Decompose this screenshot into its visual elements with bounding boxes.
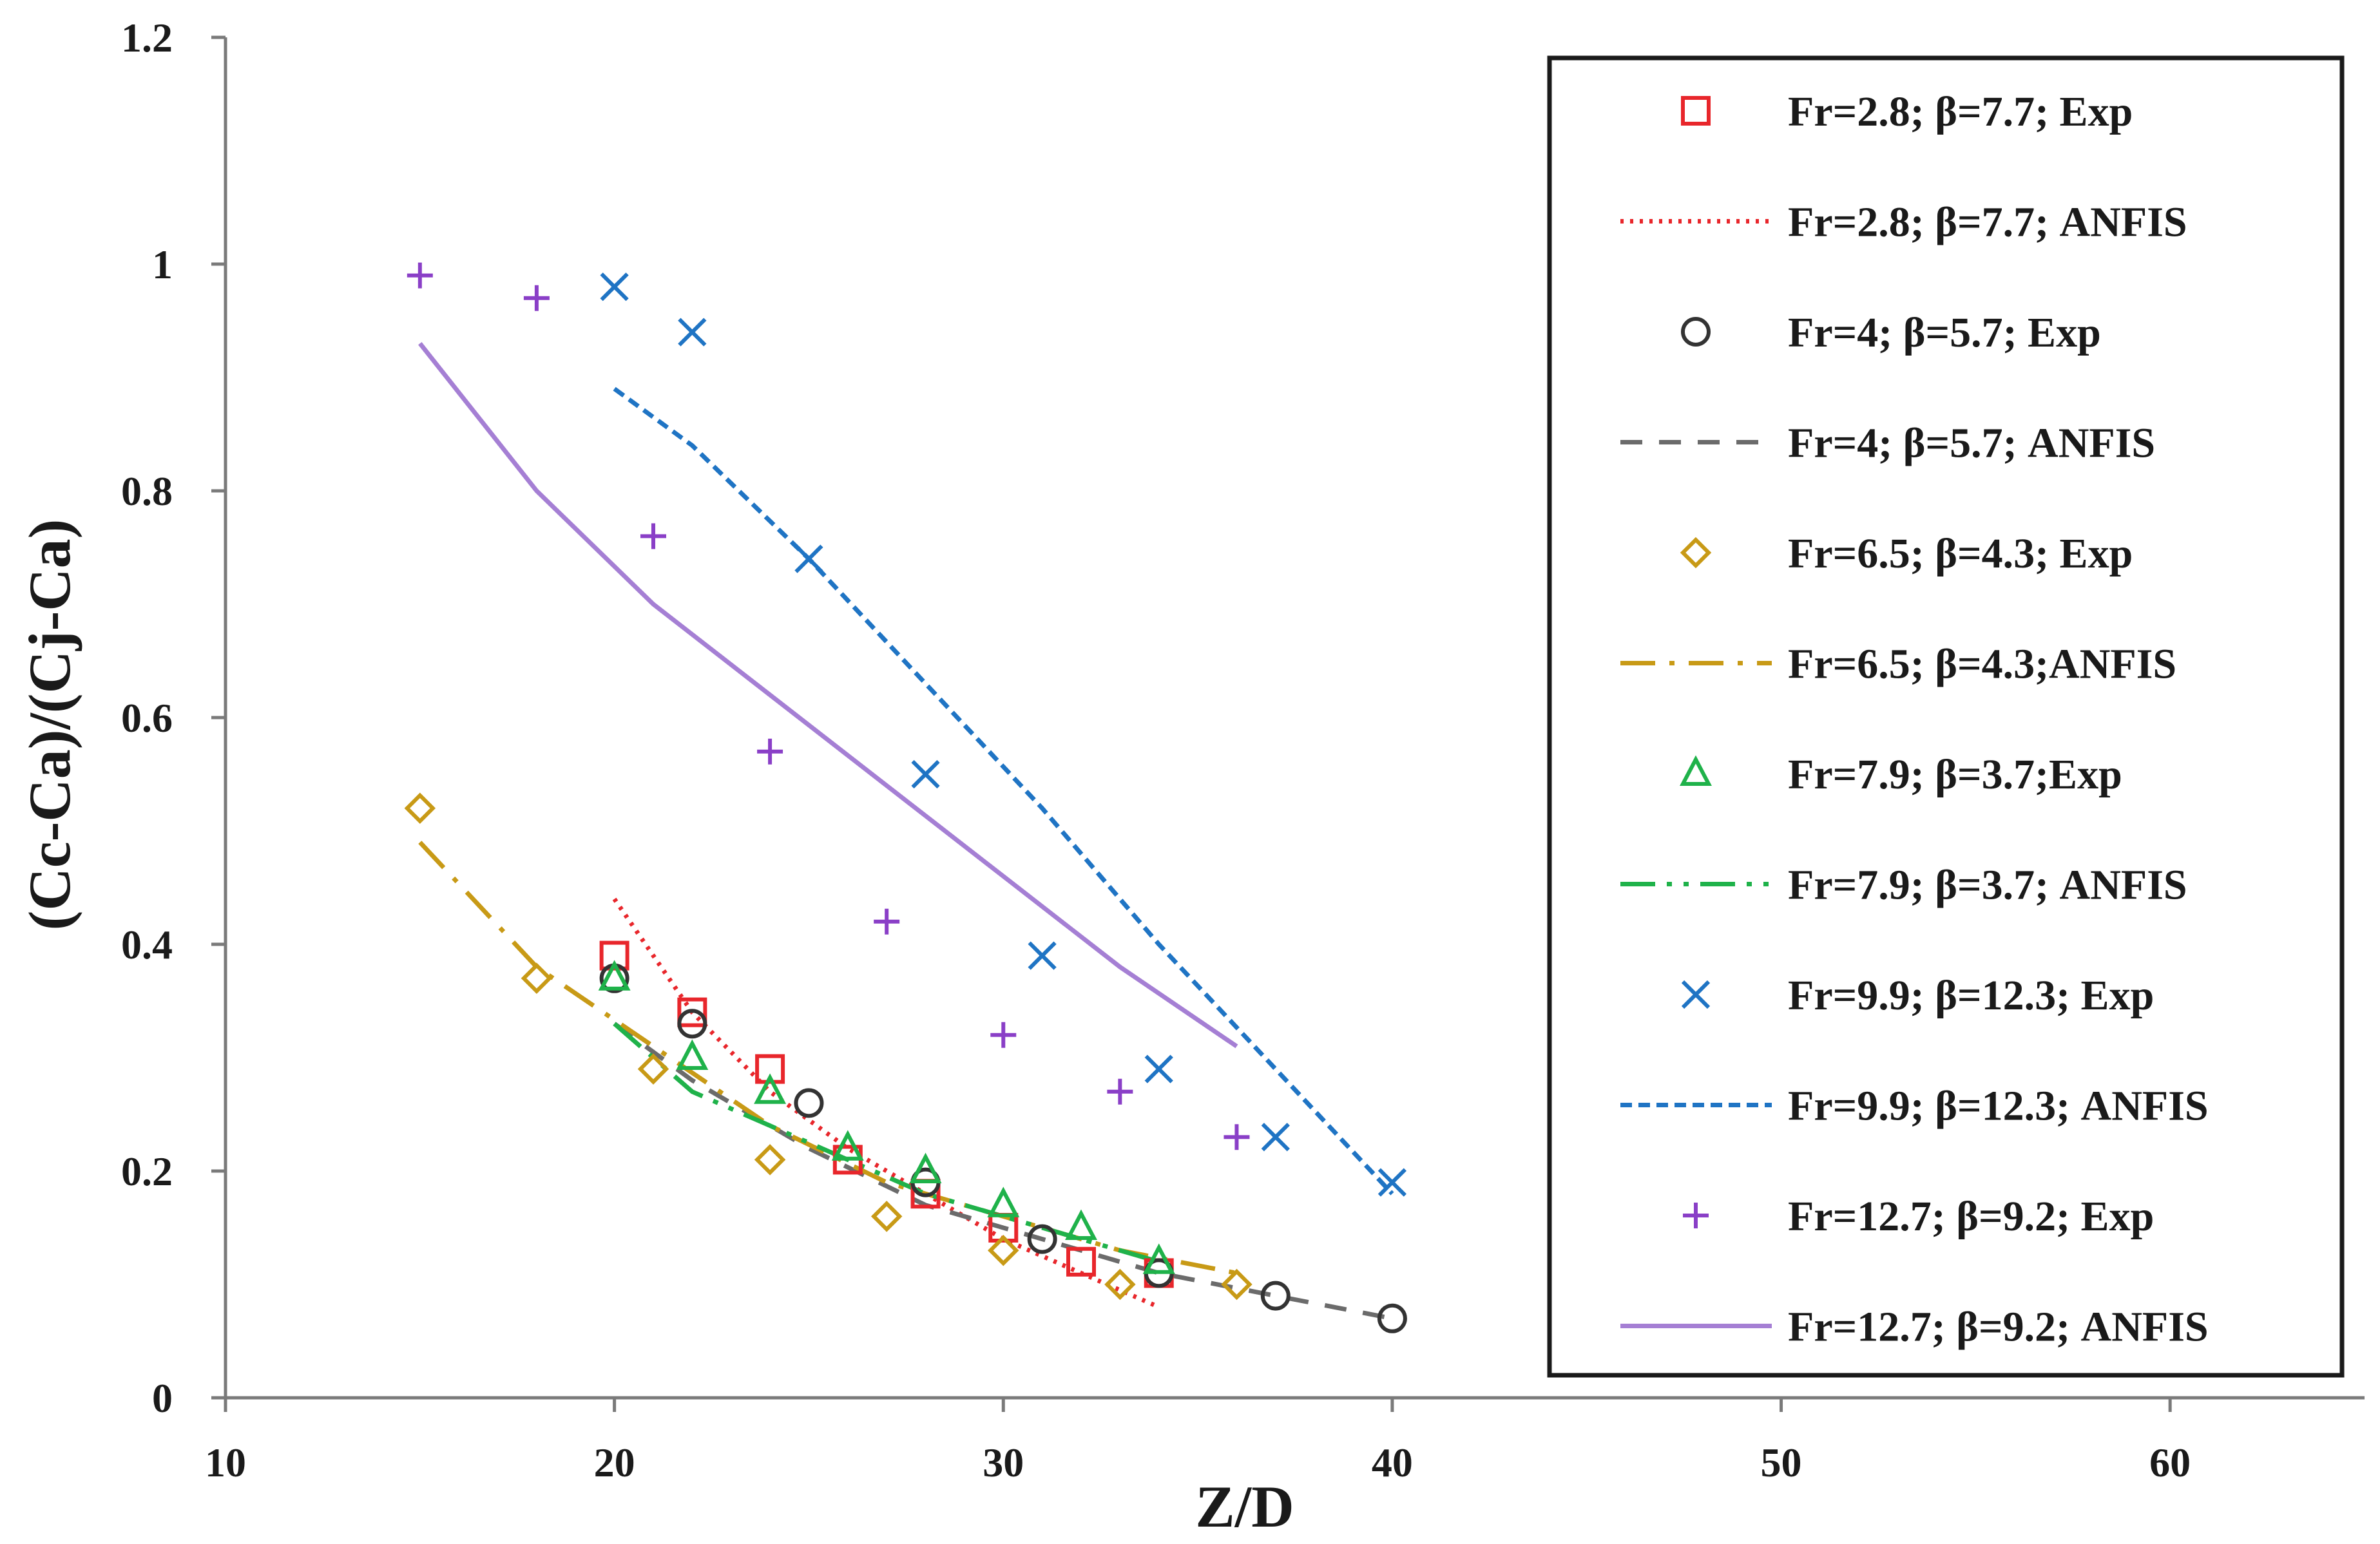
- series-2-point: [1027, 1224, 1057, 1254]
- series-10-point: [407, 262, 433, 289]
- legend-label: Fr=7.9; β=3.7; ANFIS: [1788, 862, 2187, 909]
- series-10-point: [1224, 1124, 1250, 1150]
- series-8-point: [794, 544, 823, 573]
- series-10-point: [874, 908, 900, 935]
- legend-label: Fr=9.9; β=12.3; Exp: [1788, 972, 2154, 1019]
- y-tick-label: 1.2: [121, 15, 173, 61]
- y-tick-label: 0.4: [121, 922, 173, 967]
- series-10-point: [1107, 1078, 1133, 1105]
- series-6-point: [831, 1130, 864, 1161]
- series-2-point: [1260, 1281, 1291, 1311]
- legend-entry-2: Fr=4; β=5.7; Exp: [1681, 309, 2101, 356]
- series-6-point: [676, 1039, 709, 1070]
- y-tick-label: 0.2: [121, 1148, 173, 1194]
- series-line-3: [613, 1022, 1393, 1321]
- series-2-point: [677, 1009, 707, 1039]
- legend-label: Fr=2.8; β=7.7; Exp: [1788, 88, 2133, 135]
- series-6-point: [987, 1187, 1020, 1217]
- legend-entry-1: Fr=2.8; β=7.7; ANFIS: [1620, 199, 2187, 246]
- legend-label: Fr=2.8; β=7.7; ANFIS: [1788, 199, 2187, 246]
- legend-entry-9: Fr=9.9; β=12.3; ANFIS: [1620, 1083, 2209, 1130]
- series-4-point: [870, 1201, 903, 1232]
- series-line-9: [613, 386, 1394, 1196]
- series-8-point: [678, 318, 707, 347]
- legend-entry-6: Fr=7.9; β=3.7;Exp: [1680, 751, 2122, 798]
- series-10-point: [640, 523, 666, 549]
- series-0-point: [1066, 1246, 1096, 1277]
- legend-label: Fr=6.5; β=4.3;ANFIS: [1788, 641, 2176, 688]
- series-4-point: [988, 1234, 1019, 1266]
- legend: Fr=2.8; β=7.7; Exp Fr=2.8; β=7.7; ANFIS Fr…: [1547, 55, 2345, 1378]
- legend-label: Fr=12.7; β=9.2; Exp: [1788, 1193, 2154, 1240]
- series-line-11: [418, 342, 1238, 1049]
- series-10-point: [990, 1022, 1017, 1048]
- legend-marker-swatch: [1680, 755, 1712, 786]
- legend-entry-8: Fr=9.9; β=12.3; Exp: [1681, 972, 2154, 1019]
- legend-marker-swatch: [1680, 537, 1712, 569]
- x-tick-label: 30: [983, 1440, 1024, 1485]
- series-2-point: [1377, 1303, 1407, 1333]
- x-tick-label: 10: [205, 1440, 246, 1485]
- series-4-point: [754, 1144, 786, 1176]
- legend-label: Fr=4; β=5.7; Exp: [1788, 309, 2101, 356]
- legend-label: Fr=6.5; β=4.3; Exp: [1788, 530, 2133, 577]
- series-6-point: [598, 960, 631, 991]
- series-10-point: [757, 738, 783, 765]
- series-4-point: [1104, 1268, 1136, 1301]
- series-0-point: [677, 997, 707, 1027]
- series-6-point: [909, 1152, 942, 1183]
- legend-entry-4: Fr=6.5; β=4.3; Exp: [1680, 530, 2133, 577]
- y-tick-label: 1: [152, 242, 173, 287]
- legend-entry-3: Fr=4; β=5.7; ANFIS: [1620, 420, 2155, 467]
- x-tick-label: 20: [594, 1440, 635, 1485]
- series-8-point: [1028, 941, 1057, 970]
- legend-marker-swatch: [1681, 980, 1711, 1009]
- y-axis-title: (Cc-Ca)/(Cj-Ca): [17, 519, 82, 931]
- legend-label: Fr=9.9; β=12.3; ANFIS: [1788, 1083, 2209, 1130]
- legend-entry-5: Fr=6.5; β=4.3;ANFIS: [1620, 641, 2176, 688]
- series-4-point: [637, 1053, 669, 1085]
- legend-entry-10: Fr=12.7; β=9.2; Exp: [1683, 1193, 2154, 1240]
- series-8-point: [600, 272, 629, 301]
- series-8-point: [1144, 1054, 1173, 1083]
- y-tick-label: 0.8: [121, 468, 173, 514]
- axes: 10 20 30 40 50 60 0 0.2 0.4 0.6 0.8 1 1.2: [121, 15, 2365, 1485]
- x-tick-label: 40: [1372, 1440, 1413, 1485]
- series-8-point: [911, 759, 940, 789]
- plot-series: [404, 262, 1407, 1333]
- series-4-point: [404, 792, 436, 824]
- legend-entry-7: Fr=7.9; β=3.7; ANFIS: [1620, 862, 2187, 909]
- x-tick-label: 50: [1761, 1440, 1802, 1485]
- series-10-point: [523, 285, 550, 311]
- legend-label: Fr=4; β=5.7; ANFIS: [1788, 420, 2155, 467]
- series-4-point: [1221, 1268, 1252, 1301]
- legend-label: Fr=7.9; β=3.7;Exp: [1788, 751, 2122, 798]
- series-0-point: [599, 940, 629, 971]
- series-2-point: [794, 1088, 824, 1118]
- series-4-point: [521, 962, 553, 995]
- legend-box: [1547, 55, 2345, 1378]
- series-8-point: [1377, 1168, 1407, 1197]
- legend-marker-swatch: [1681, 317, 1711, 347]
- series-8-point: [1261, 1123, 1290, 1152]
- legend-marker-swatch: [1683, 1203, 1709, 1228]
- series-6-point: [1142, 1243, 1175, 1274]
- legend-entry-0: Fr=2.8; β=7.7; Exp: [1681, 88, 2133, 135]
- y-tick-label: 0: [152, 1375, 173, 1421]
- legend-marker-swatch: [1681, 96, 1711, 126]
- y-tick-label: 0.6: [121, 695, 173, 741]
- x-axis-title: Z/D: [1195, 1474, 1294, 1539]
- x-tick-label: 60: [2149, 1440, 2191, 1485]
- series-0-point: [755, 1054, 785, 1084]
- legend-entry-11: Fr=12.7; β=9.2; ANFIS: [1620, 1304, 2209, 1351]
- series-6-point: [1065, 1209, 1097, 1240]
- legend-label: Fr=12.7; β=9.2; ANFIS: [1788, 1304, 2209, 1351]
- series-6-point: [754, 1073, 787, 1104]
